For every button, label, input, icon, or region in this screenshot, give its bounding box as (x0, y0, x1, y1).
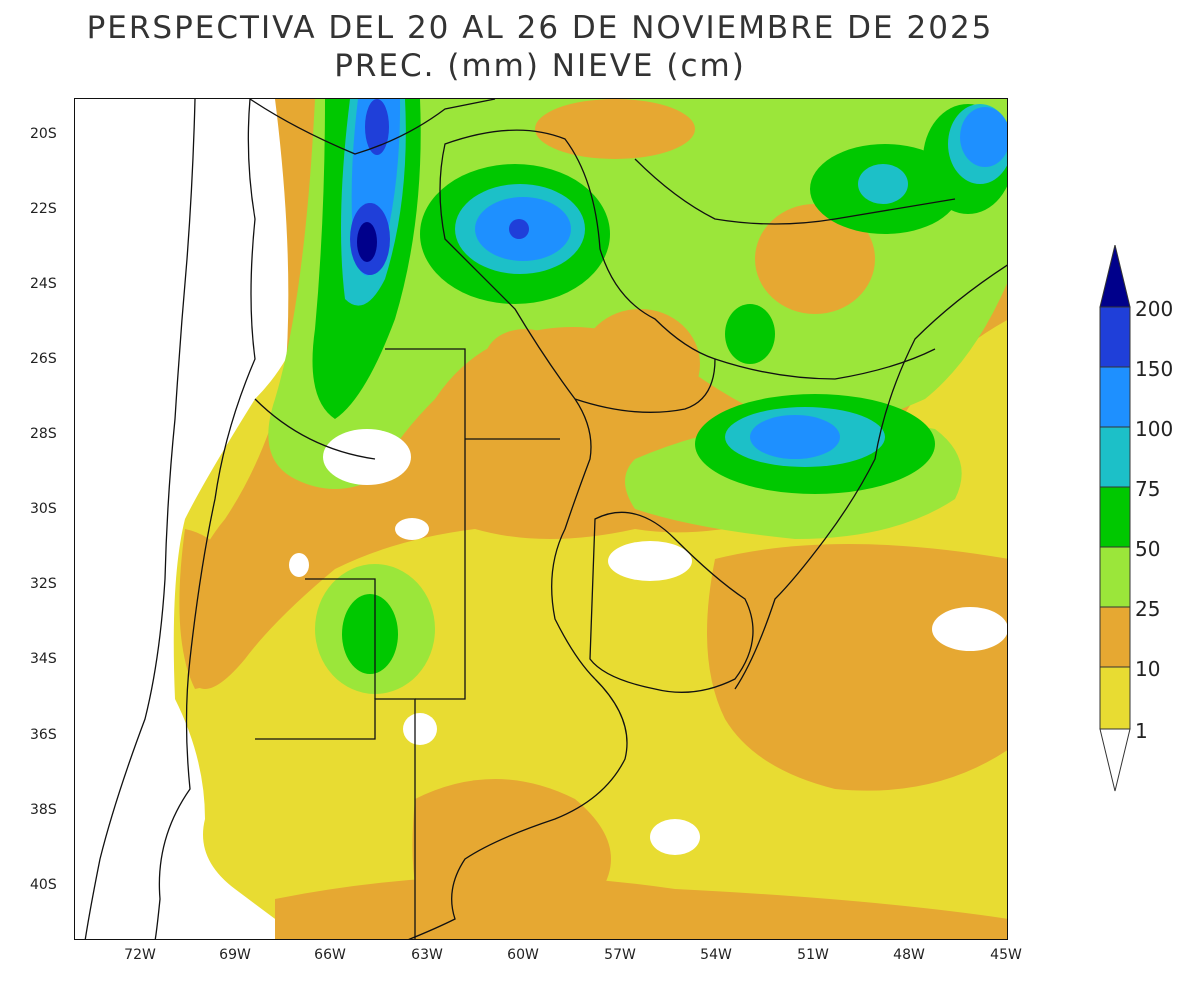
field-75-100-ne2 (858, 164, 908, 204)
province-line-1 (385, 348, 466, 700)
precipitation-map (74, 98, 1008, 940)
lat-label-28s: 28S (30, 426, 57, 442)
lat-label-24s: 24S (30, 276, 57, 292)
legend-label-150: 150 (1135, 357, 1174, 381)
dry-spot-3 (289, 553, 309, 577)
legend-label-100: 100 (1135, 417, 1174, 441)
field-100-150-rs (750, 415, 840, 459)
brazil-coast (734, 264, 1007, 690)
legend-label-50: 50 (1135, 537, 1161, 561)
legend-label-75: 75 (1135, 477, 1161, 501)
lat-label-38s: 38S (30, 802, 57, 818)
argentina-coast (408, 678, 628, 939)
lat-label-22s: 22S (30, 201, 57, 217)
uruguay-river (551, 398, 596, 680)
paraguay-border (439, 129, 716, 413)
lon-label-57w: 57W (604, 947, 636, 963)
lat-label-32s: 32S (30, 576, 57, 592)
lon-label-45w: 45W (990, 947, 1022, 963)
field-10-25-uruguay (707, 544, 1007, 791)
lon-label-60w: 60W (507, 947, 539, 963)
brazil-states-1 (634, 158, 956, 225)
bin-10-25 (1099, 606, 1131, 668)
color-legend: 200 150 100 75 50 25 10 1 (1095, 245, 1195, 805)
lon-label-48w: 48W (893, 947, 925, 963)
north-border (249, 99, 496, 155)
bin-50-75 (1099, 486, 1131, 548)
bin-1-10 (1099, 666, 1131, 730)
lat-label-20s: 20S (30, 126, 57, 142)
dry-spot-6 (403, 713, 437, 745)
lat-label-26s: 26S (30, 351, 57, 367)
lat-label-36s: 36S (30, 727, 57, 743)
field-50-75-pr (725, 304, 775, 364)
field-10-25-chaco (485, 329, 565, 389)
dry-spot-1 (323, 429, 411, 485)
lon-label-63w: 63W (411, 947, 443, 963)
bin-25-50 (1099, 546, 1131, 608)
map-title: PERSPECTIVA DEL 20 AL 26 DE NOVIEMBRE DE… (86, 10, 994, 46)
lat-label-40s: 40S (30, 877, 57, 893)
dry-spot-5 (932, 607, 1007, 651)
field-50-75-cordoba (342, 594, 398, 674)
province-line-4 (305, 578, 376, 699)
field-150-200-bolivia (509, 219, 529, 239)
lon-label-51w: 51W (797, 947, 829, 963)
bin-below-1 (1099, 728, 1131, 792)
boundaries (84, 99, 1007, 939)
lat-label-30s: 30S (30, 501, 57, 517)
lon-label-54w: 54W (700, 947, 732, 963)
field-10-25-coast (275, 876, 1007, 939)
colorbar (1099, 245, 1131, 792)
dry-spot-4 (608, 541, 692, 581)
bin-100-150 (1099, 366, 1131, 428)
brazil-states-2 (714, 348, 936, 380)
map-subtitle: PREC. (mm) NIEVE (cm) (334, 48, 746, 84)
andes-border (154, 99, 256, 939)
lon-label-72w: 72W (124, 947, 156, 963)
lon-label-66w: 66W (314, 947, 346, 963)
legend-label-10: 10 (1135, 657, 1161, 681)
field-100-150-ne (960, 107, 1007, 167)
lon-label-69w: 69W (219, 947, 251, 963)
uruguay-border (589, 511, 754, 693)
legend-label-25: 25 (1135, 597, 1161, 621)
bin-75-100 (1099, 426, 1131, 488)
dry-spot-2 (395, 518, 429, 540)
dry-spot-7 (650, 819, 700, 855)
legend-label-1: 1 (1135, 719, 1148, 743)
field-150-200-andes-n (365, 99, 389, 155)
field-10-25-top (535, 99, 695, 159)
bin-150-200 (1099, 306, 1131, 368)
map-canvas (75, 99, 1007, 939)
chile-coast (84, 99, 196, 939)
lat-label-34s: 34S (30, 651, 57, 667)
province-line-5 (254, 398, 376, 460)
bin-200-plus (1099, 245, 1131, 308)
legend-label-200: 200 (1135, 297, 1174, 321)
field-10-25-west (179, 529, 255, 689)
field-200-plus (357, 222, 377, 262)
field-10-25-mg (755, 204, 875, 314)
field-10-25-paraguay (580, 309, 700, 419)
